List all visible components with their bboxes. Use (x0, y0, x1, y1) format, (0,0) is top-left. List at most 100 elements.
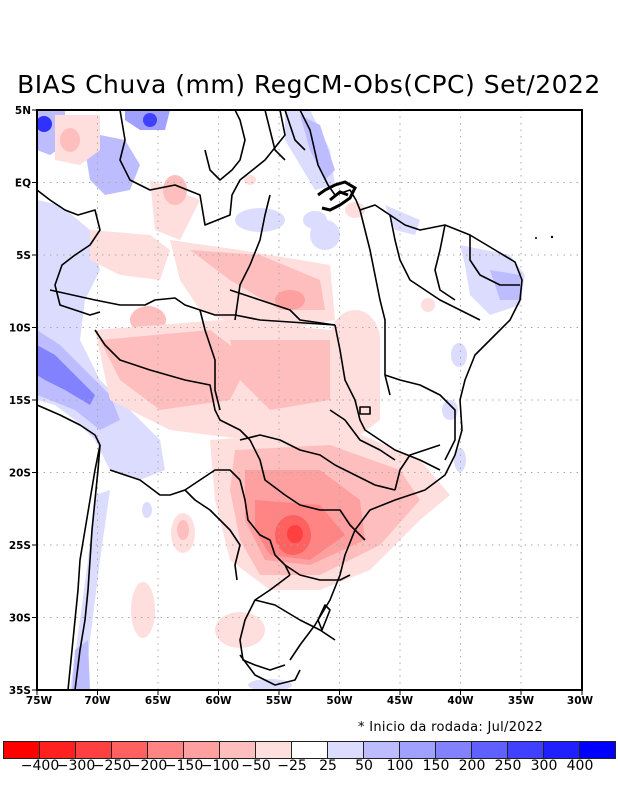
dry-bias-amazon-west (150, 180, 200, 240)
dry-bias-tocantins (330, 310, 380, 370)
country-state-boundaries (37, 110, 523, 690)
wet-bias-espirito-santo (454, 448, 466, 472)
dry-bias-argentina-central (131, 582, 155, 638)
island-dot (550, 235, 554, 239)
axis-ticks (32, 109, 583, 695)
colorbar-box (4, 742, 40, 758)
dry-bias-para-max (275, 290, 305, 310)
lon-tick-label: 60W (205, 695, 232, 707)
chart-title: BIAS Chuva (mm) RegCM-Obs(CPC) Set/2022 (17, 70, 601, 99)
wet-bias-para-north (235, 208, 285, 232)
lat-tick-label: 15S (9, 395, 31, 407)
border-brazil-states-10 (469, 235, 520, 286)
lon-tick-label: 35W (508, 695, 535, 707)
colorbar-box (328, 742, 364, 758)
lon-tick-label: 55W (266, 695, 293, 707)
lon-tick-label: 50W (326, 695, 353, 707)
lat-tick-label: 35S (9, 685, 31, 697)
colorbar-box (580, 742, 615, 758)
border-brazil-states-8 (389, 214, 481, 321)
colorbar-box (508, 742, 544, 758)
border-paraguay-argentina (239, 479, 291, 576)
colorbar-box (292, 742, 328, 758)
border-suriname-guiana (284, 110, 306, 151)
lon-tick-label: 45W (387, 695, 414, 707)
wet-bias-uruguay-south (248, 679, 292, 690)
colorbar-box (364, 742, 400, 758)
border-argentina-uruguay (239, 574, 291, 671)
lat-tick-label: 30S (9, 613, 31, 625)
border-brazil-states-4 (284, 564, 351, 581)
colorbar (3, 741, 616, 759)
colorbar-label: 200 (458, 758, 486, 774)
dry-bias-amazon-spot2 (244, 175, 256, 185)
border-chile-argentina (74, 444, 101, 690)
wet-bias-bolivia-south (142, 502, 152, 518)
wet-bias-andes-peru (37, 200, 165, 480)
lat-tick-label: 5N (15, 105, 31, 117)
colorbar-box (40, 742, 76, 758)
wet-bias-venezuela-max (143, 113, 157, 127)
federal-district (359, 406, 371, 415)
run-start-note: * Inicio da rodada: Jul/2022 (358, 720, 544, 735)
dry-bias-northeast-spot (421, 298, 435, 312)
wet-bias-para-west (303, 211, 327, 229)
lon-tick-label: 65W (145, 695, 172, 707)
lon-tick-label: 40W (447, 695, 474, 707)
wet-bias-amapa (300, 115, 335, 180)
border-guyana-suriname (264, 110, 286, 161)
uruguay-coast (239, 654, 301, 686)
border-brazil-states-14 (329, 409, 396, 461)
border-brazil-states-9 (434, 224, 456, 301)
colorbar-box (148, 742, 184, 758)
border-brazil-states-1 (199, 309, 221, 411)
colorbar-box (400, 742, 436, 758)
border-brazil-states-7 (359, 209, 391, 396)
lat-tick-label: 25S (9, 540, 31, 552)
coastline-chile (67, 444, 101, 690)
border-brazil-states-13 (229, 289, 336, 326)
island-dot (535, 237, 537, 239)
colorbar-label: 300 (530, 758, 558, 774)
border-brazil-west (119, 110, 286, 226)
border-brazil-states-11 (384, 374, 456, 461)
colorbar-box (436, 742, 472, 758)
dry-bias-amazon-central (90, 230, 170, 280)
colorbar-label: 250 (494, 758, 522, 774)
lat-tick-label: 20S (9, 468, 31, 480)
colorbar-label: −200 (128, 758, 168, 774)
colorbar-box (256, 742, 292, 758)
wet-bias-andes-peru-max (37, 345, 95, 405)
colorbar-box (76, 742, 112, 758)
border-brazil-uruguay (254, 599, 336, 641)
border-argentina-north (184, 489, 241, 581)
colorbar-box (544, 742, 580, 758)
colorbar-label: −400 (20, 758, 60, 774)
lat-tick-label: 10S (9, 323, 31, 335)
dry-bias-argentina-north-core (177, 520, 189, 540)
dry-bias-colombia-core (60, 128, 80, 152)
colorbar-label: 150 (422, 758, 450, 774)
lon-tick-labels: 75W 70W 65W 60W 55W 50W 45W 40W 35W 30W (26, 695, 594, 707)
dry-bias-goias (230, 340, 330, 410)
colorbar-label: −300 (56, 758, 96, 774)
colorbar-label: 400 (566, 758, 594, 774)
border-brazil-states-2 (239, 434, 396, 491)
lon-tick-label: 70W (84, 695, 111, 707)
colorbar-label: −150 (164, 758, 204, 774)
lagoa-dos-patos (317, 604, 331, 631)
lat-tick-labels: 5N EQ 5S 10S 15S 20S 25S 30S 35S (9, 105, 31, 697)
lat-tick-label: 5S (16, 250, 31, 262)
border-venezuela-guyana (204, 110, 246, 181)
colorbar-box (184, 742, 220, 758)
border-brazil-states-3 (249, 439, 366, 541)
border-brazil-states-6 (234, 194, 271, 321)
bias-map: 5N EQ 5S 10S 15S 20S 25S 30S 35S 75W 70W… (9, 105, 594, 707)
wet-bias-minas (442, 400, 458, 420)
dry-bias-uruguay (215, 612, 265, 648)
border-colombia-peru (37, 189, 101, 316)
wet-bias-chile (70, 490, 110, 690)
colorbar-label: −25 (277, 758, 307, 774)
colorbar-box (112, 742, 148, 758)
border-brazil-states-12 (394, 444, 441, 491)
